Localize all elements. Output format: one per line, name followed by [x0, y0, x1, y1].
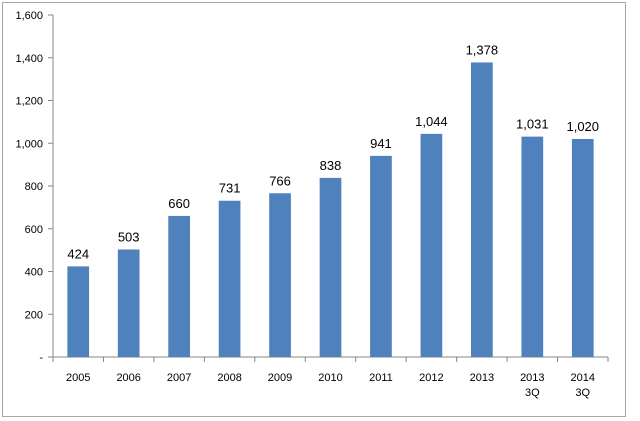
bar [218, 200, 241, 357]
x-tick-label: 2008 [217, 372, 241, 384]
data-label: 1,031 [516, 117, 549, 132]
x-tick-label-line: 3Q [525, 387, 540, 399]
data-label: 941 [370, 136, 392, 151]
x-tick-label: 2013 3Q [520, 372, 544, 399]
data-label: 1,044 [415, 114, 448, 129]
data-label: 503 [118, 229, 140, 244]
x-tick-label: 2007 [167, 372, 191, 384]
data-label: 838 [320, 158, 342, 173]
x-tick-label-line: 2013 [520, 372, 544, 384]
data-label: 766 [269, 173, 291, 188]
bar [67, 266, 90, 357]
y-tick-label: - [39, 352, 43, 364]
y-tick-label: 1,600 [15, 10, 43, 22]
x-tick-label: 2012 [419, 372, 443, 384]
x-tick-label-line: 2008 [217, 372, 241, 384]
data-label: 731 [219, 181, 241, 196]
x-tick-label-line: 2010 [318, 372, 342, 384]
bar [571, 138, 594, 357]
x-tick-label: 2006 [116, 372, 140, 384]
data-label: 424 [67, 246, 89, 261]
x-tick-label: 2005 [66, 372, 90, 384]
x-tick-label-line: 2013 [470, 372, 494, 384]
y-tick-label: 600 [25, 224, 43, 236]
y-tick-label: 400 [25, 267, 43, 279]
x-tick-label-line: 2006 [116, 372, 140, 384]
data-label: 660 [168, 196, 190, 211]
bar [420, 133, 443, 357]
x-tick-label-line: 2012 [419, 372, 443, 384]
y-tick-label: 1,400 [15, 53, 43, 65]
y-tick-label: 1,000 [15, 138, 43, 150]
bar [471, 62, 493, 357]
x-tick-label-line: 2011 [369, 372, 393, 384]
bar [521, 136, 544, 357]
x-tick-label-line: 2009 [268, 372, 292, 384]
y-tick-label: 1,200 [15, 96, 43, 108]
bar [168, 215, 190, 357]
x-tick-label: 2014 3Q [571, 372, 595, 399]
y-tick-label: 800 [25, 181, 43, 193]
bar [117, 249, 140, 357]
x-tick-label: 2013 [470, 372, 494, 384]
y-tick-label: 200 [25, 309, 43, 321]
x-tick-label-line: 2005 [66, 372, 90, 384]
bar [319, 177, 342, 357]
x-tick-label: 2011 [369, 372, 393, 384]
bar [269, 193, 291, 357]
x-tick-label: 2009 [268, 372, 292, 384]
x-tick-label-line: 2014 [571, 372, 595, 384]
bar [370, 155, 392, 357]
x-tick-label: 2010 [318, 372, 342, 384]
data-label: 1,378 [466, 42, 499, 57]
x-tick-label-line: 3Q [575, 387, 590, 399]
data-label: 1,020 [566, 119, 599, 134]
x-tick-label-line: 2007 [167, 372, 191, 384]
